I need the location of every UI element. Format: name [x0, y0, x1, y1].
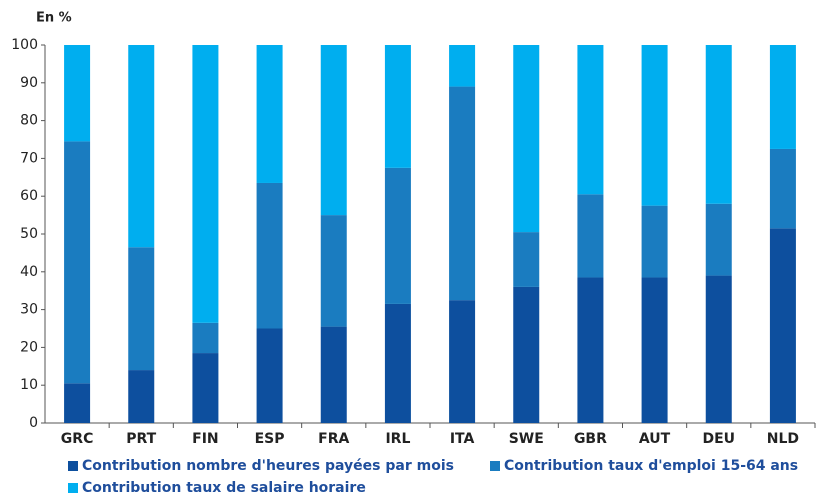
- x-tick-label: NLD: [767, 431, 799, 447]
- y-tick-label: 100: [11, 37, 38, 53]
- x-tick-label: FIN: [192, 431, 219, 447]
- bar-segment: [384, 45, 411, 168]
- bar-segment: [449, 300, 476, 423]
- y-tick-label: 40: [20, 264, 38, 280]
- x-tick-label: PRT: [126, 431, 156, 447]
- bar-segment: [320, 45, 347, 216]
- x-tick-label: AUT: [639, 431, 671, 447]
- bar-segment: [641, 277, 668, 423]
- bar-segment: [513, 232, 540, 287]
- x-tick-label: GBR: [574, 431, 607, 447]
- bar-segment: [577, 45, 604, 195]
- bar-segment: [769, 228, 796, 423]
- bar-segment: [128, 45, 155, 248]
- bar-segment: [192, 45, 219, 323]
- y-tick-label: 0: [29, 415, 38, 431]
- bar-segment: [128, 370, 155, 423]
- bar-segment: [705, 45, 732, 204]
- y-tick-label: 90: [20, 75, 38, 91]
- x-tick-label: GRC: [61, 431, 94, 447]
- x-tick-label: FRA: [318, 431, 349, 447]
- bar-segment: [128, 247, 155, 371]
- bar-segment: [641, 205, 668, 278]
- bar-segment: [449, 86, 476, 301]
- y-axis-label: En %: [36, 11, 72, 26]
- bar-segment: [192, 353, 219, 423]
- bar-segment: [641, 45, 668, 206]
- bar-segment: [64, 141, 91, 384]
- legend-marker: [490, 461, 500, 471]
- bar-segment: [64, 45, 91, 142]
- bar-segment: [513, 286, 540, 423]
- bar-segment: [64, 383, 91, 423]
- x-tick-label: ITA: [450, 431, 475, 447]
- y-tick-label: 60: [20, 188, 38, 204]
- y-tick-label: 80: [20, 113, 38, 129]
- bar-segment: [769, 148, 796, 229]
- bar-segment: [256, 328, 283, 423]
- bar-segment: [320, 215, 347, 327]
- bar-segment: [769, 45, 796, 149]
- legend-label: Contribution nombre d'heures payées par …: [82, 458, 454, 474]
- x-tick-label: IRL: [385, 431, 410, 447]
- legend-label: Contribution taux de salaire horaire: [82, 480, 366, 496]
- bar-segment: [256, 45, 283, 183]
- legend-label: Contribution taux d'emploi 15-64 ans: [504, 458, 798, 474]
- bar-segment: [577, 277, 604, 423]
- legend-marker: [68, 461, 78, 471]
- bar-segment: [320, 326, 347, 423]
- legend-marker: [68, 483, 78, 493]
- bar-segment: [705, 275, 732, 423]
- y-tick-label: 10: [20, 377, 38, 393]
- bar-segment: [192, 322, 219, 354]
- bar-segment: [384, 167, 411, 304]
- y-tick-label: 50: [20, 226, 38, 242]
- y-tick-label: 30: [20, 302, 38, 318]
- y-tick-label: 70: [20, 150, 38, 166]
- y-tick-label: 20: [20, 339, 38, 355]
- x-tick-label: DEU: [702, 431, 735, 447]
- x-tick-label: ESP: [255, 431, 285, 447]
- bar-segment: [513, 45, 540, 233]
- bar-segment: [705, 203, 732, 276]
- bar-segment: [577, 194, 604, 278]
- x-tick-label: SWE: [509, 431, 544, 447]
- bar-segment: [384, 303, 411, 423]
- bar-segment: [449, 45, 476, 87]
- bar-segment: [256, 182, 283, 329]
